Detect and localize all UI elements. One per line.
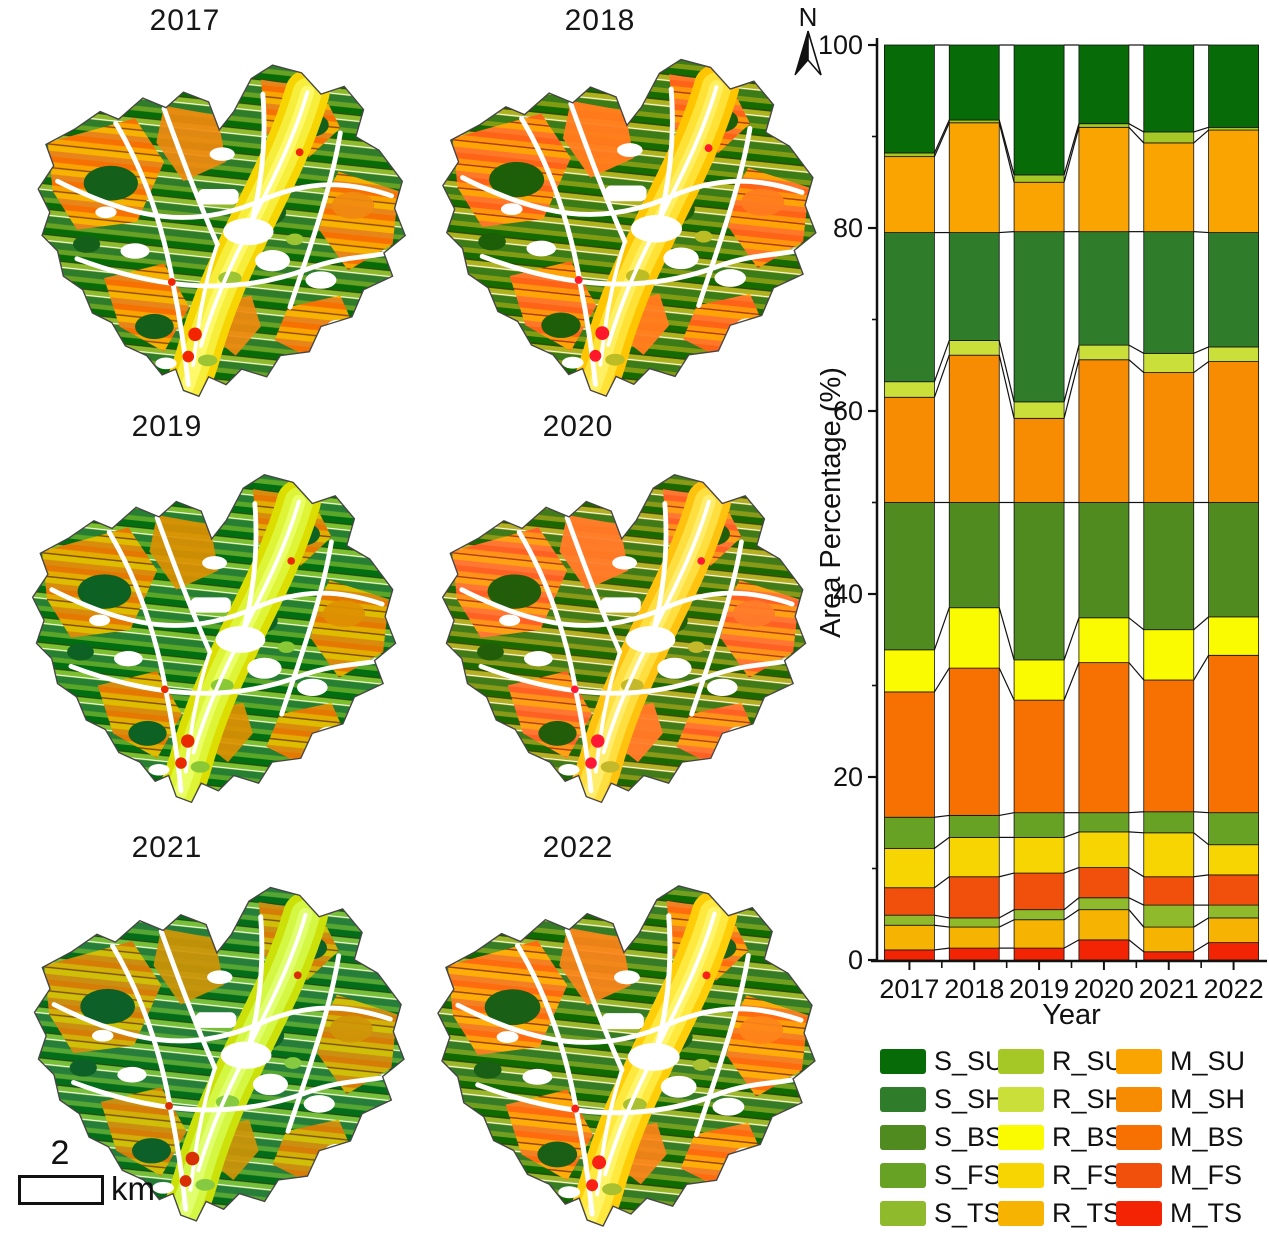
- legend-item-M_FS: M_FS: [1116, 1160, 1268, 1191]
- legend-item-M_TS: M_TS: [1116, 1198, 1268, 1229]
- map-2022: [418, 856, 816, 1234]
- north-arrow-right-half: [807, 30, 822, 76]
- svg-text:2018: 2018: [944, 974, 1004, 1004]
- legend-item-R_FS: R_FS: [998, 1160, 1121, 1191]
- svg-text:80: 80: [833, 213, 863, 243]
- legend-item-S_BS: S_BS: [880, 1122, 1003, 1153]
- scale-bar-value: 2: [50, 1134, 70, 1172]
- legend-item-R_SU: R_SU: [998, 1046, 1124, 1077]
- svg-text:2020: 2020: [1074, 974, 1134, 1004]
- legend-swatch-M_BS: [1116, 1124, 1162, 1150]
- legend-label-M_TS: M_TS: [1170, 1197, 1243, 1228]
- legend-label-R_SU: R_SU: [1052, 1045, 1125, 1076]
- legend-swatch-R_SH: [998, 1086, 1044, 1112]
- scale-bar: 2 km: [18, 1136, 155, 1205]
- legend-item-S_SH: S_SH: [880, 1084, 1005, 1115]
- legend-label-R_SH: R_SH: [1052, 1083, 1125, 1114]
- legend-swatch-S_FS: [880, 1162, 926, 1188]
- legend-swatch-R_TS: [998, 1200, 1044, 1226]
- north-arrow-left-half: [794, 30, 809, 76]
- legend-label-S_BS: S_BS: [934, 1121, 1004, 1152]
- svg-text:0: 0: [848, 945, 863, 975]
- legend-item-M_SU: M_SU: [1116, 1046, 1268, 1077]
- svg-text:2022: 2022: [1204, 974, 1264, 1004]
- legend-swatch-S_SU: [880, 1048, 926, 1074]
- chart-legend: S_SU S_SH S_BS S_FS S_TS R_SU R_SH R_BS R_FS R_TS…: [880, 1042, 1268, 1234]
- legend-item-S_SU: S_SU: [880, 1046, 1005, 1077]
- legend-label-S_SU: S_SU: [934, 1045, 1005, 1076]
- svg-text:100: 100: [820, 30, 863, 60]
- legend-label-R_BS: R_BS: [1052, 1121, 1123, 1152]
- north-arrow: N: [794, 4, 822, 76]
- legend-swatch-M_FS: [1116, 1162, 1162, 1188]
- legend-swatch-R_FS: [998, 1162, 1044, 1188]
- legend-item-R_TS: R_TS: [998, 1198, 1121, 1229]
- map-2018: [420, 30, 820, 404]
- legend-label-R_TS: R_TS: [1052, 1197, 1122, 1228]
- legend-label-M_FS: M_FS: [1170, 1159, 1243, 1190]
- map-title-2019: 2019: [131, 410, 203, 443]
- legend-label-S_SH: S_SH: [934, 1083, 1005, 1114]
- legend-swatch-M_SH: [1116, 1086, 1162, 1112]
- map-2019: [5, 446, 405, 810]
- legend-swatch-R_SU: [998, 1048, 1044, 1074]
- svg-text:20: 20: [833, 762, 863, 792]
- axes-group: 0 20 40 60 80 100 2017 2018 2019 2020 2021 2022: [820, 30, 1267, 1004]
- map-title-2018: 2018: [564, 4, 636, 37]
- svg-text:60: 60: [833, 396, 863, 426]
- legend-label-M_BS: M_BS: [1170, 1121, 1244, 1152]
- map-title-2020: 2020: [542, 410, 614, 443]
- bars-group: [884, 44, 1259, 961]
- svg-text:2019: 2019: [1009, 974, 1069, 1004]
- map-2020: [415, 446, 815, 810]
- map-title-2021: 2021: [131, 831, 203, 864]
- legend-label-M_SH: M_SH: [1170, 1083, 1246, 1114]
- north-arrow-label: N: [799, 4, 818, 32]
- stacked-bar-chart: 0 20 40 60 80 100 2017 2018 2019 2020 2021 2022 Year…: [820, 30, 1267, 1031]
- legend-item-S_FS: S_FS: [880, 1160, 1002, 1191]
- svg-text:2021: 2021: [1139, 974, 1199, 1004]
- map-title-2022: 2022: [542, 831, 614, 864]
- legend-label-S_TS: S_TS: [934, 1197, 1002, 1228]
- legend-swatch-R_BS: [998, 1124, 1044, 1150]
- connector-lines-group: [933, 44, 1210, 953]
- legend-swatch-S_SH: [880, 1086, 926, 1112]
- scale-bar-rect: [18, 1175, 104, 1205]
- legend-label-M_SU: M_SU: [1170, 1045, 1246, 1076]
- legend-item-R_SH: R_SH: [998, 1084, 1124, 1115]
- legend-item-M_SH: M_SH: [1116, 1084, 1268, 1115]
- legend-swatch-M_SU: [1116, 1048, 1162, 1074]
- x-axis-label: Year: [1042, 999, 1101, 1031]
- y-axis-label: Area Percentage (%): [820, 367, 847, 638]
- legend-item-R_BS: R_BS: [998, 1122, 1123, 1153]
- scale-bar-unit: km: [111, 1170, 155, 1207]
- svg-text:40: 40: [833, 579, 863, 609]
- legend-item-M_BS: M_BS: [1116, 1122, 1268, 1153]
- legend-item-S_TS: S_TS: [880, 1198, 1002, 1229]
- map-2017: [15, 36, 410, 404]
- map-title-2017: 2017: [149, 4, 221, 37]
- svg-text:2017: 2017: [879, 974, 939, 1004]
- legend-label-S_FS: S_FS: [934, 1159, 1002, 1190]
- legend-swatch-S_BS: [880, 1124, 926, 1150]
- legend-swatch-S_TS: [880, 1200, 926, 1226]
- legend-swatch-M_TS: [1116, 1200, 1162, 1226]
- legend-label-R_FS: R_FS: [1052, 1159, 1122, 1190]
